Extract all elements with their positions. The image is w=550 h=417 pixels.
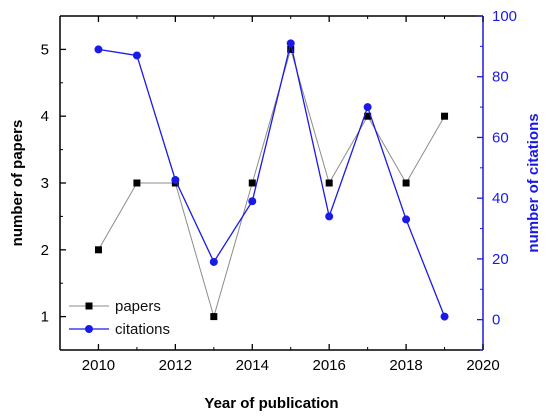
citations-point: [94, 45, 103, 54]
papers-point: [287, 45, 295, 53]
citations-point: [325, 212, 334, 221]
citations-point: [132, 51, 141, 60]
papers-point: [325, 179, 333, 187]
citations-point: [171, 175, 180, 184]
papers-point: [441, 112, 449, 120]
papers-line: [98, 47, 445, 319]
y-tick-label-right: 100: [492, 8, 517, 25]
y-tick-label-right: 0: [492, 312, 500, 329]
y-axis-title-right: number of citations: [525, 113, 542, 252]
legend-citations-marker: [85, 325, 93, 333]
x-axis-title: Year of publication: [204, 395, 338, 412]
y-tick-label-right: 60: [492, 129, 509, 146]
x-tick-label: 2014: [236, 357, 269, 374]
y-tick-label-right: 40: [492, 190, 509, 207]
papers-point: [210, 313, 218, 321]
papers-point: [133, 179, 141, 187]
x-tick-label: 2016: [312, 357, 345, 374]
legend-papers-marker: [85, 302, 93, 310]
citations-point: [209, 257, 218, 266]
x-tick-label: 2012: [159, 357, 192, 374]
y-tick-label-right: 20: [492, 251, 509, 268]
citations-line: [98, 43, 446, 317]
citations-point: [248, 197, 257, 206]
citations-point: [286, 39, 295, 48]
papers-point: [402, 179, 410, 187]
papers-point: [248, 179, 256, 187]
series-layer: [94, 39, 449, 321]
y-tick-label-left: 4: [41, 108, 49, 125]
citations-point: [440, 312, 449, 321]
legend: papers citations: [69, 298, 170, 338]
y-tick-label-left: 1: [41, 309, 49, 326]
y-tick-label-right: 80: [492, 69, 509, 86]
citations-point: [402, 215, 411, 224]
y-axis-title-left: number of papers: [9, 120, 26, 247]
papers-point: [364, 112, 372, 120]
x-tick-label: 2018: [389, 357, 422, 374]
ticks: 2010 2012 2014 2016 2018 2020 1 2 3 4 5 0 20 40 60 80 10…: [41, 8, 517, 374]
y-tick-label-left: 2: [41, 242, 49, 259]
x-tick-label: 2020: [466, 357, 499, 374]
papers-point: [94, 246, 102, 254]
y-tick-label-left: 3: [41, 175, 49, 192]
citations-point: [363, 103, 372, 112]
legend-citations-label: citations: [115, 321, 170, 338]
y-tick-label-left: 5: [41, 41, 49, 58]
x-tick-label: 2010: [82, 357, 115, 374]
legend-papers-label: papers: [115, 298, 161, 315]
